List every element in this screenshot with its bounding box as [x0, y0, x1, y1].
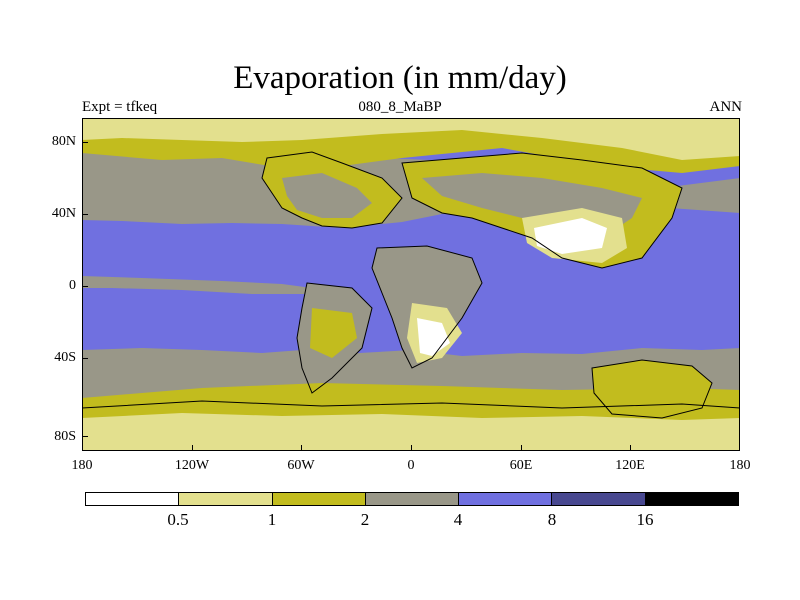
map-title: Evaporation (in mm/day) — [233, 60, 567, 96]
x-tick — [192, 445, 193, 451]
colorbar — [85, 492, 739, 506]
y-tick — [82, 214, 88, 215]
period-label: 080_8_MaBP — [358, 99, 442, 115]
x-label-60w: 60W — [287, 458, 315, 473]
arctic-very-low — [82, 118, 740, 160]
x-tick — [521, 445, 522, 451]
colorbar-label-0: 0.5 — [167, 510, 189, 529]
colorbar-box-6 — [645, 493, 738, 505]
antarctica-very-low — [82, 413, 740, 451]
colorbar-label-3: 4 — [453, 510, 463, 529]
experiment-label: Expt = tfkeq — [82, 99, 158, 115]
x-tick — [630, 445, 631, 451]
y-tick — [82, 286, 88, 287]
south-america-low — [310, 308, 357, 358]
coastlines — [82, 151, 740, 419]
colorbar-label-2: 2 — [360, 510, 370, 529]
y-label-80n: 80N — [51, 134, 76, 149]
x-tick — [301, 445, 302, 451]
colorbar-box-4 — [459, 493, 553, 505]
y-tick — [82, 436, 88, 437]
x-label-60e: 60E — [509, 458, 533, 473]
coast-eurasia — [401, 152, 683, 269]
colorbar-box-3 — [365, 493, 460, 505]
africa-southern-minimal — [417, 318, 450, 356]
coast-australia — [591, 359, 713, 419]
coast-antarctica — [82, 400, 740, 409]
y-tick — [82, 358, 88, 359]
colorbar-box-2 — [272, 493, 366, 505]
x-label-180e: 180 — [729, 458, 751, 473]
colorbar-label-1: 1 — [267, 510, 277, 529]
y-label-40s: 40S — [54, 350, 76, 365]
coast-north-america — [261, 151, 403, 229]
colorbar-label-5: 16 — [636, 510, 654, 529]
colorbar-box-0 — [86, 493, 180, 505]
colorbar-label-4: 8 — [547, 510, 557, 529]
x-label-120e: 120E — [615, 458, 645, 473]
y-label-40n: 40N — [51, 206, 76, 221]
x-tick — [411, 445, 412, 451]
coast-africa — [371, 245, 483, 369]
equatorial-grey-tongue — [82, 276, 312, 294]
colorbar-box-5 — [552, 493, 646, 505]
season-label: ANN — [709, 99, 743, 115]
x-label-0: 0 — [407, 458, 415, 473]
north-america-grey — [282, 173, 372, 218]
evaporation-map — [82, 118, 740, 451]
colorbar-box-1 — [179, 493, 273, 505]
x-label-120w: 120W — [174, 458, 210, 473]
x-label-180w: 180 — [71, 458, 93, 473]
y-label-80s: 80S — [54, 429, 76, 444]
asia-minimal-region — [534, 218, 607, 254]
coast-south-america — [296, 282, 373, 394]
y-tick — [82, 142, 88, 143]
map-plot-area — [82, 118, 740, 451]
y-label-0: 0 — [69, 278, 76, 293]
